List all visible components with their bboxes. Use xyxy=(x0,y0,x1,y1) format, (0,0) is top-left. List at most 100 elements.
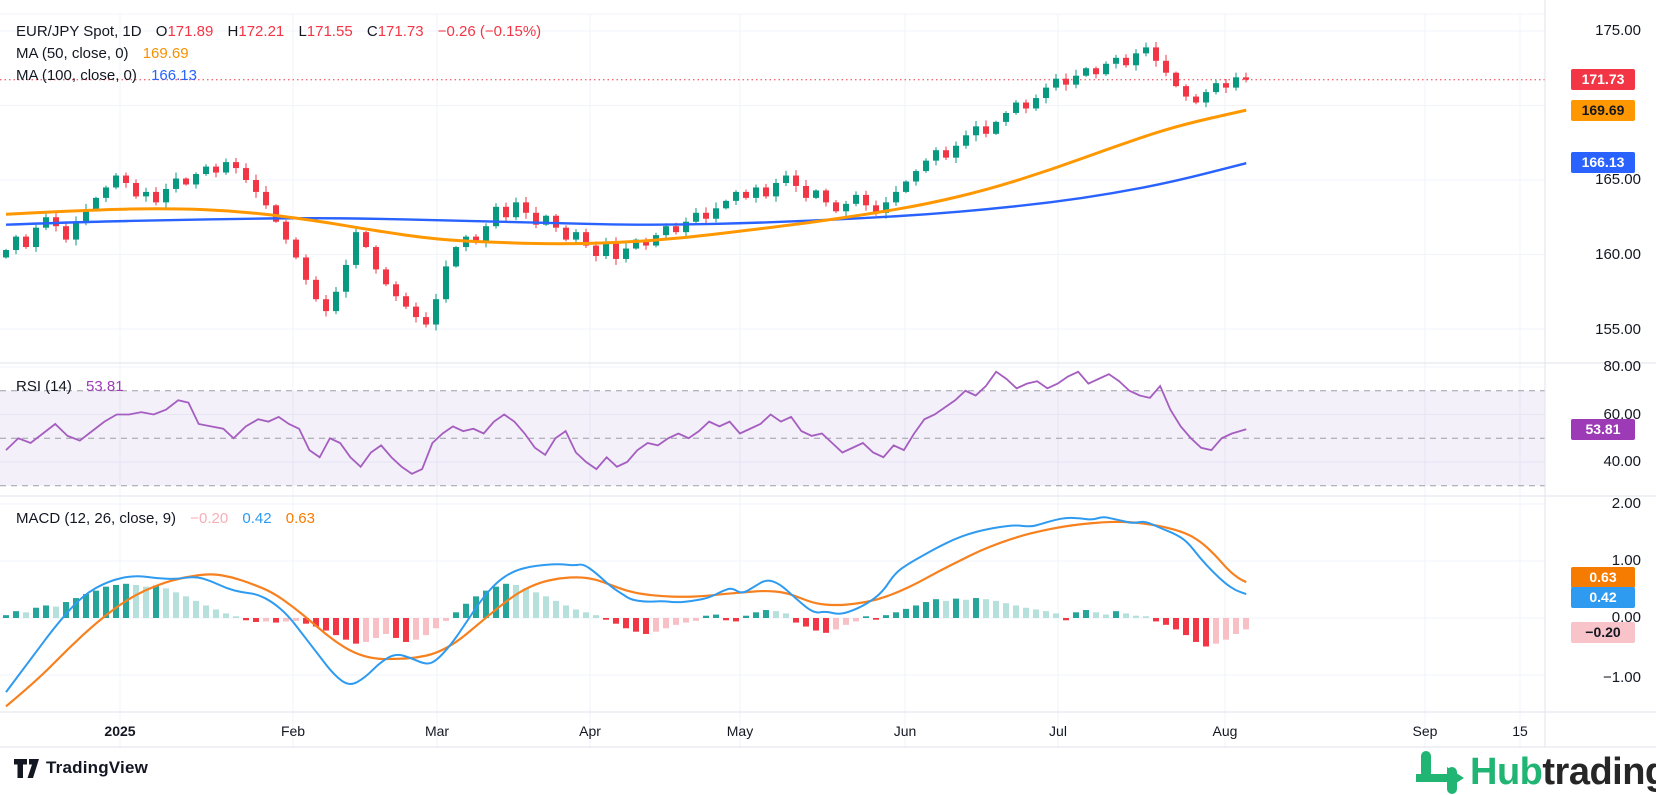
candle-body xyxy=(543,215,549,225)
macd-histogram-bar xyxy=(1083,610,1089,618)
candle-body xyxy=(923,160,929,172)
candle-body xyxy=(63,226,69,240)
price-tick: 175.00 xyxy=(1595,22,1641,39)
brand-trading-text: trading xyxy=(1542,751,1656,793)
candle-body xyxy=(1203,92,1209,103)
candle-body xyxy=(903,181,909,192)
macd-histogram-bar xyxy=(433,618,439,629)
ohlc-high-value: 172.21 xyxy=(238,23,285,40)
ma100-value: 166.13 xyxy=(151,67,197,84)
macd-histogram-bar xyxy=(793,618,799,623)
time-tick-15: 15 xyxy=(1512,723,1528,739)
candle-body xyxy=(53,217,59,227)
macd-histogram-bar xyxy=(613,618,619,624)
candle-body xyxy=(813,190,819,198)
macd-histogram-bar xyxy=(783,613,789,618)
symbol-legend[interactable]: EUR/JPY Spot, 1D O171.89 H172.21 L171.55… xyxy=(16,23,541,40)
macd-histogram-bar xyxy=(253,618,259,622)
candle-body xyxy=(1123,57,1129,66)
price-tick: 165.00 xyxy=(1595,171,1641,188)
macd-histogram-bar xyxy=(1093,612,1099,618)
time-tick-jul: Jul xyxy=(1049,723,1067,739)
candle-body xyxy=(1153,47,1159,61)
macd-histogram-bar xyxy=(543,596,549,618)
candle-body xyxy=(83,209,89,222)
macd-histogram-bar xyxy=(143,586,149,618)
ma100-legend[interactable]: MA (100, close, 0) 166.13 xyxy=(16,67,197,84)
macd-line-value: 0.42 xyxy=(242,510,272,527)
candle-body xyxy=(553,215,559,228)
symbol-title: EUR/JPY Spot, 1D xyxy=(16,23,142,40)
macd-histogram-bar xyxy=(1103,614,1109,618)
ma100-label: MA (100, close, 0) xyxy=(16,67,137,84)
candle-body xyxy=(863,194,869,206)
tradingview-label: TradingView xyxy=(46,758,149,777)
candle-body xyxy=(513,202,519,218)
chart-canvas[interactable] xyxy=(0,0,1656,748)
macd-histogram-bar xyxy=(953,598,959,618)
tradingview-logo[interactable]: TradingView xyxy=(14,758,148,778)
macd-histogram-bar xyxy=(733,618,739,622)
candle-body xyxy=(1213,83,1219,93)
candle-body xyxy=(383,269,389,285)
candle-body xyxy=(1053,78,1059,88)
candle-body xyxy=(73,221,79,240)
macd-histogram-bar xyxy=(763,610,769,618)
macd-histogram-bar xyxy=(1223,618,1229,640)
macd-histogram-bar xyxy=(453,612,459,618)
macd-histogram-bar xyxy=(173,592,179,618)
candle-body xyxy=(663,226,669,236)
candle-body xyxy=(493,206,499,227)
time-tick-sep: Sep xyxy=(1412,723,1438,739)
macd-histogram-bar xyxy=(353,618,359,644)
ma100-line xyxy=(5,162,1247,226)
candle-body xyxy=(1183,86,1189,97)
macd-line-badge: 0.42 xyxy=(1571,587,1635,608)
macd-histogram-bar xyxy=(713,614,719,618)
macd-histogram-bar xyxy=(73,598,79,618)
candle-body xyxy=(1003,112,1009,122)
macd-line xyxy=(5,516,1247,693)
candle-body xyxy=(143,191,149,197)
macd-histogram-bar xyxy=(1183,618,1189,636)
macd-histogram-bar xyxy=(573,609,579,618)
macd-histogram-bar xyxy=(393,618,399,638)
rsi-badge: 53.81 xyxy=(1571,419,1635,440)
candle-body xyxy=(413,306,419,318)
macd-histogram-bar xyxy=(153,585,159,618)
macd-histogram-bar xyxy=(273,618,279,623)
candle-body xyxy=(963,135,969,146)
macd-histogram-bar xyxy=(933,599,939,618)
ma50-label: MA (50, close, 0) xyxy=(16,45,129,62)
macd-histogram-bar xyxy=(1233,618,1239,634)
macd-histogram-bar xyxy=(813,618,819,631)
macd-histogram-bar xyxy=(1053,613,1059,618)
macd-histogram-bar xyxy=(823,618,829,633)
ma100-badge: 166.13 xyxy=(1571,152,1635,173)
macd-histogram-bar xyxy=(833,618,839,630)
macd-histogram-bar xyxy=(863,616,869,618)
rsi-tick: 80.00 xyxy=(1603,358,1641,375)
candle-body xyxy=(833,202,839,212)
candle-body xyxy=(293,239,299,258)
macd-histogram-bar xyxy=(563,605,569,618)
candle-body xyxy=(783,175,789,183)
macd-histogram-bar xyxy=(203,605,209,618)
candle-body xyxy=(173,178,179,189)
macd-histogram-bar xyxy=(893,612,899,618)
macd-histogram-bar xyxy=(1013,605,1019,618)
candle-body xyxy=(523,202,529,213)
hubtrading-icon xyxy=(1416,751,1464,794)
macd-legend[interactable]: MACD (12, 26, close, 9) −0.20 0.42 0.63 xyxy=(16,510,315,527)
candle-body xyxy=(873,205,879,213)
macd-histogram-bar xyxy=(1043,611,1049,618)
rsi-legend[interactable]: RSI (14) 53.81 xyxy=(16,378,124,395)
candle-body xyxy=(593,245,599,256)
candle-body xyxy=(773,182,779,197)
ma50-legend[interactable]: MA (50, close, 0) 169.69 xyxy=(16,45,189,62)
macd-histogram-bar xyxy=(343,618,349,640)
candle-body xyxy=(13,236,19,251)
macd-histogram-bar xyxy=(163,588,169,618)
candle-body xyxy=(363,232,369,248)
candle-body xyxy=(1163,60,1169,73)
